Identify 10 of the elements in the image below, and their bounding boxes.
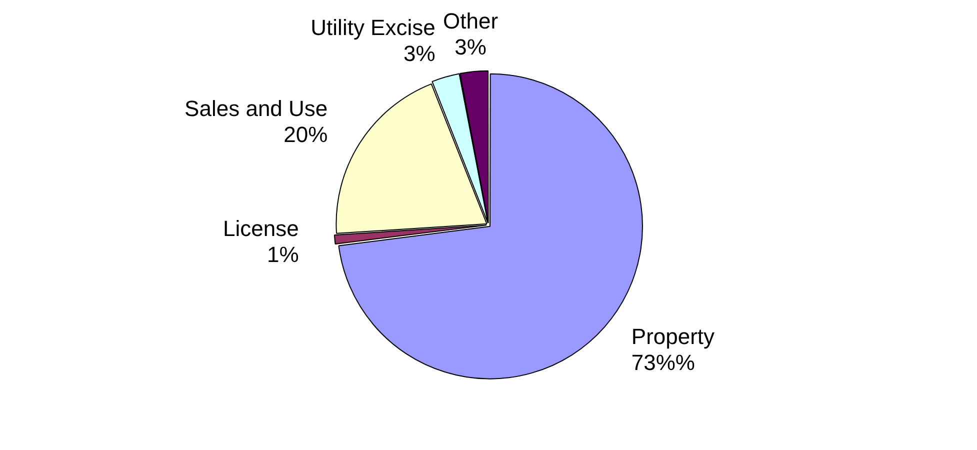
slice-label: Property: [631, 324, 715, 350]
slice-label: Other: [443, 8, 498, 34]
data-label: 20%: [284, 122, 328, 147]
data-label: 3%: [454, 34, 486, 60]
data-label: 1%: [267, 242, 299, 267]
slice-label: License: [223, 216, 299, 241]
slice-label: Utility Excise: [310, 15, 436, 40]
data-label: 73%%: [631, 350, 695, 376]
slice-label: Sales and Use: [184, 96, 328, 121]
data-label: 3%: [404, 41, 436, 66]
